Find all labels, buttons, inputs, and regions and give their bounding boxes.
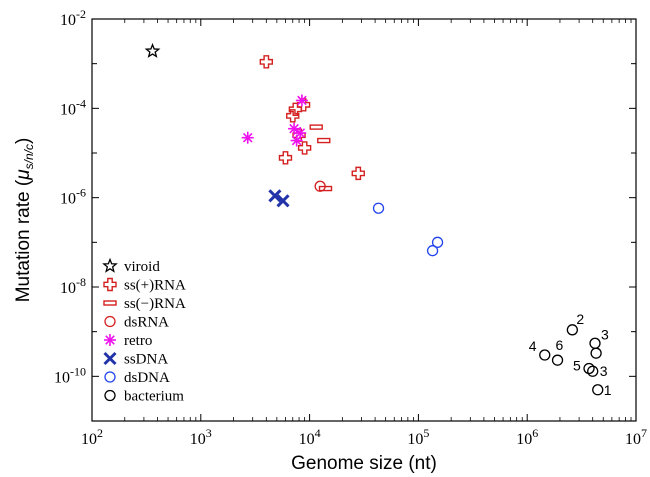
bacterium-label: 3 (600, 363, 608, 379)
x-tick-label: 107 (625, 426, 647, 448)
y-axis-title: Mutation rate (μs/n/c) (13, 138, 36, 303)
point-dsdna (426, 245, 439, 257)
point-retro (288, 122, 301, 135)
bacterium-label: 4 (529, 338, 537, 354)
bacterium-label: 1 (604, 382, 612, 398)
point-bacterium (551, 354, 564, 366)
legend-marker-dsdna (104, 371, 116, 383)
point-ssdna (268, 189, 282, 203)
point-ss-rna (317, 137, 331, 144)
legend-marker-ss-rna (103, 300, 117, 306)
legend-marker-dsrna (104, 315, 116, 328)
point-ss-rna (286, 109, 300, 123)
point-bacterium (587, 365, 599, 377)
point-ss-rna (309, 124, 323, 130)
bacterium-label: 3 (601, 326, 609, 342)
point-retro (241, 131, 254, 144)
y-tick-label: 10-6 (60, 186, 86, 208)
point-dsdna (431, 236, 444, 248)
point-bacterium (566, 324, 578, 336)
legend-label-retro: retro (124, 333, 152, 349)
point-ss-rna (351, 166, 365, 181)
point-viroid (144, 42, 161, 58)
legend-marker-ssdna (103, 351, 117, 366)
legend-label-dsdna: dsDNA (124, 370, 170, 386)
y-tick-label: 10-10 (54, 364, 86, 386)
point-ss-rna (296, 98, 311, 112)
legend-label-dsrna: dsRNA (124, 315, 169, 331)
legend-marker-viroid (102, 257, 118, 273)
x-tick-label: 104 (299, 426, 321, 448)
bacterium-label: 5 (573, 357, 581, 373)
legend-label-viroid: viroid (124, 259, 160, 275)
point-ss-rna (259, 55, 274, 69)
legend-label-bacterium: bacterium (124, 389, 184, 405)
point-bacterium (539, 349, 551, 361)
bacterium-label: 2 (576, 311, 584, 327)
legend-label-ss-rna: ss(+)RNA (124, 278, 186, 294)
x-axis-title: Genome size (nt) (291, 453, 437, 474)
legend-marker-ss-rna (103, 277, 117, 292)
x-tick-label: 103 (190, 426, 212, 448)
point-bacterium (583, 362, 595, 375)
plot-frame (91, 18, 637, 422)
point-retro (295, 94, 308, 107)
point-bacterium (590, 347, 602, 359)
y-tick-label: 10-8 (60, 275, 86, 297)
point-ssdna (276, 194, 290, 208)
point-ss-rna (297, 141, 312, 155)
legend-label-ssdna: ssDNA (124, 352, 168, 368)
legend: viroid ss(+)RNA ss(−)RNA dsRNA retro ssDNA dsD… (102, 257, 186, 405)
point-dsrna (314, 180, 326, 192)
point-ss-rna (278, 151, 293, 165)
y-tick-label: 10-4 (60, 96, 86, 118)
legend-marker-bacterium (104, 389, 116, 402)
data-marks (144, 42, 604, 396)
legend-label-ss-rna: ss(−)RNA (124, 296, 186, 312)
point-retro (294, 127, 307, 140)
point-dsdna (372, 202, 385, 214)
bacterium-label: 6 (556, 337, 564, 353)
x-tick-label: 105 (407, 426, 429, 448)
y-tick-label: 10-2 (60, 7, 86, 29)
x-tick-label: 106 (516, 426, 538, 448)
point-bacterium (589, 337, 601, 349)
axis-ticks: 102 103 104 105 106 107 10-10 10-8 10-6 10-4 10-2 (54, 7, 647, 448)
x-tick-label: 102 (81, 426, 103, 448)
legend-marker-retro (104, 334, 116, 346)
point-bacterium (592, 384, 604, 396)
bacteria-annotations: 1 2 3 3 4 56 (529, 311, 612, 398)
